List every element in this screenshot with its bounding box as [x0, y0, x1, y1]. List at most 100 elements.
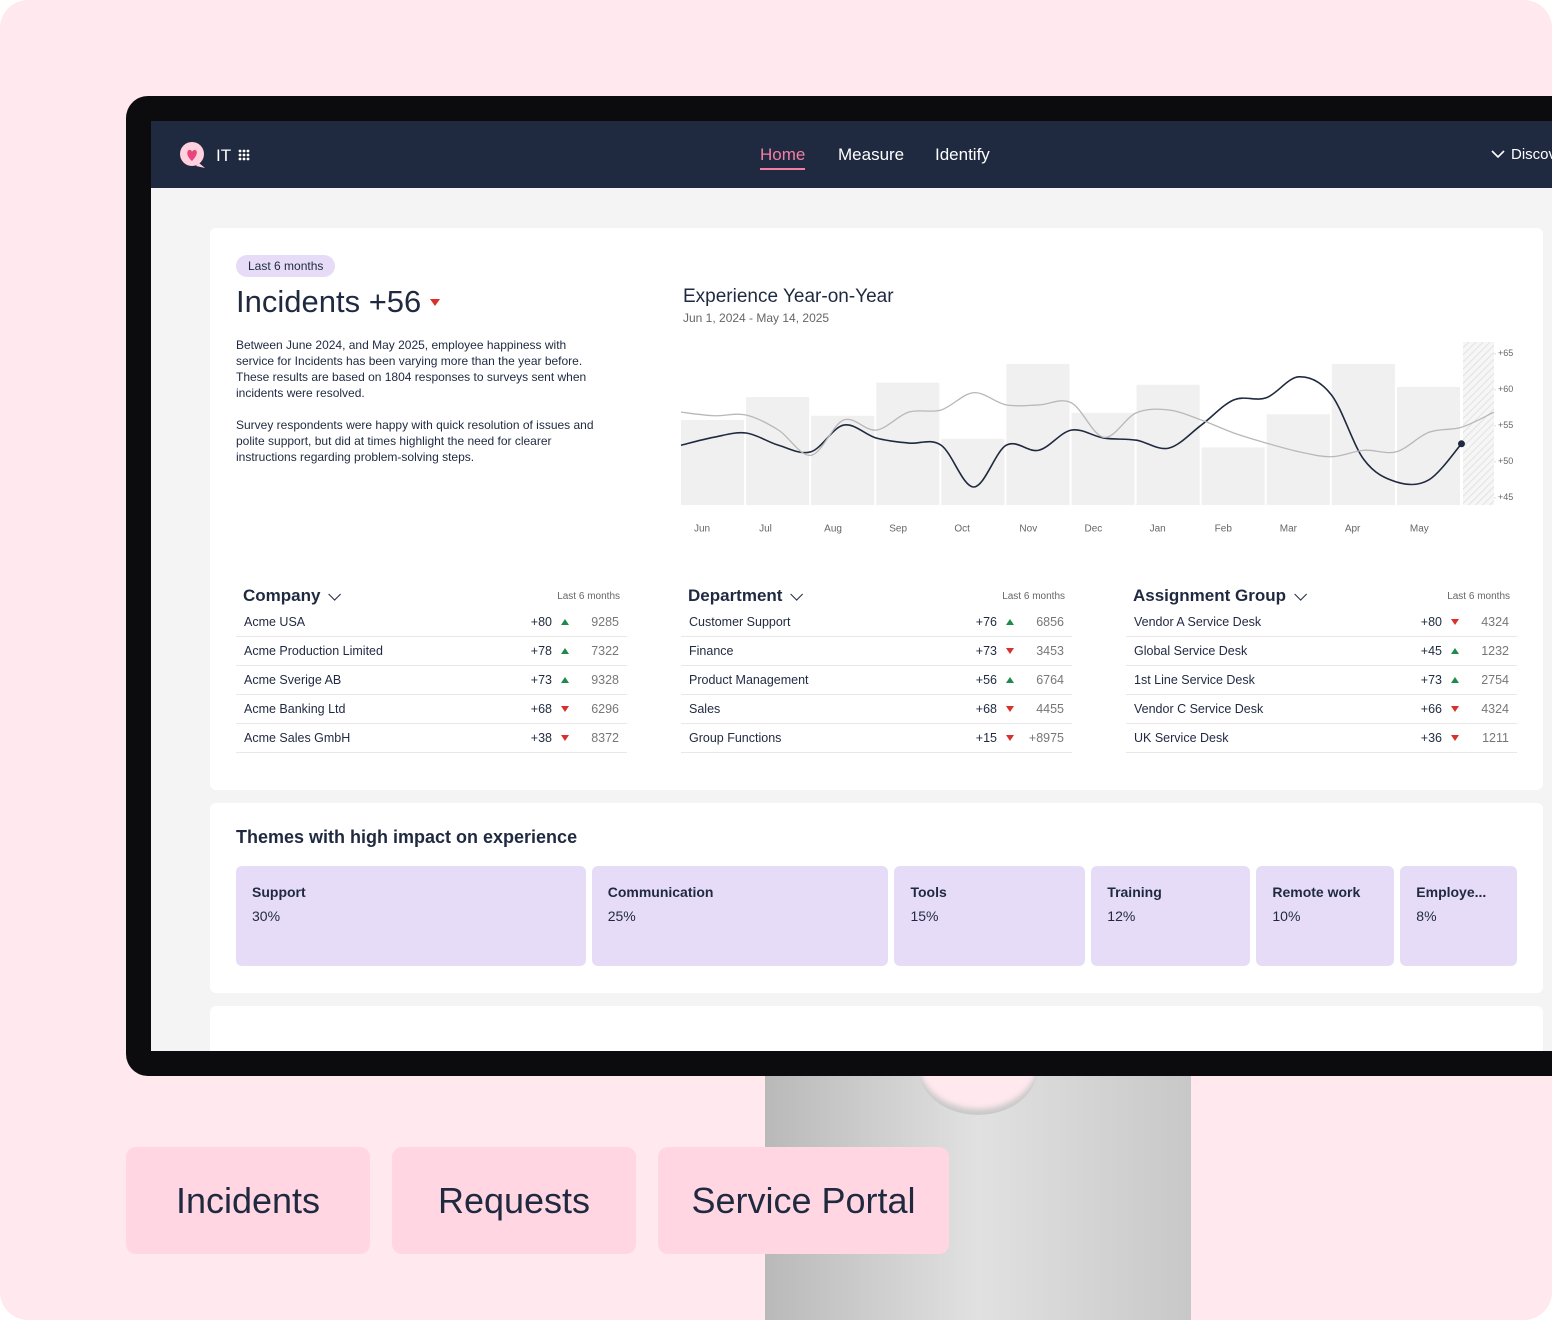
table-row[interactable]: Vendor C Service Desk +66 4324 [1126, 695, 1517, 724]
table-row[interactable]: UK Service Desk +36 1211 [1126, 724, 1517, 753]
bar [746, 397, 810, 505]
bar [1266, 414, 1330, 505]
product-tag[interactable]: Service Portal [658, 1147, 949, 1254]
row-name: Acme USA [244, 615, 306, 629]
row-count: 6856 [1036, 615, 1064, 629]
row-name: Acme Sales GmbH [244, 731, 351, 745]
end-point [1457, 440, 1465, 448]
row-count: 7322 [591, 644, 619, 658]
theme-share: 30% [252, 908, 281, 924]
theme-tile[interactable]: Support 30% [236, 866, 586, 966]
row-score: +38 [530, 731, 552, 745]
table-row[interactable]: Acme Production Limited +78 7322 [236, 637, 627, 666]
table-header: Assignment Group Last 6 months [1126, 584, 1517, 608]
nav-link[interactable]: Identify [935, 145, 990, 164]
nav-link[interactable]: Home [760, 145, 806, 170]
trend-arrow [1006, 735, 1014, 741]
row-name: Vendor C Service Desk [1134, 702, 1264, 716]
bar [876, 382, 940, 505]
overview-card: Last 6 months Incidents +56 Between June… [210, 228, 1543, 790]
apps-icon[interactable] [238, 149, 250, 161]
table-period: Last 6 months [1447, 590, 1510, 602]
table-period: Last 6 months [557, 590, 620, 602]
table-title[interactable]: Assignment Group [1133, 586, 1287, 605]
theme-tile[interactable]: Remote work 10% [1256, 866, 1395, 966]
chart-subtitle: Jun 1, 2024 - May 14, 2025 [683, 311, 829, 325]
trend-arrow [561, 677, 569, 683]
trend-arrow [1006, 706, 1014, 712]
product-tag[interactable]: Requests [392, 1147, 636, 1254]
table-row[interactable]: Acme Sales GmbH +38 8372 [236, 724, 627, 753]
screen: IT Discov Home Measure Identify Last 6 mon… [151, 121, 1552, 1051]
logo[interactable] [179, 141, 207, 169]
row-count: 6296 [591, 702, 619, 716]
bar [941, 438, 1005, 505]
nav-link[interactable]: Measure [838, 145, 905, 164]
trend-arrow [1451, 735, 1459, 741]
row-count: +8975 [1028, 731, 1064, 745]
table-row[interactable]: Finance +73 3453 [681, 637, 1072, 666]
row-count: 2754 [1481, 673, 1509, 687]
row-count: 4455 [1036, 702, 1064, 716]
table-row[interactable]: Vendor A Service Desk +80 4324 [1126, 608, 1517, 637]
table-title[interactable]: Company [243, 586, 321, 605]
theme-tile[interactable]: Tools 15% [894, 866, 1086, 966]
row-count: 4324 [1481, 702, 1509, 716]
product-tag[interactable]: Incidents [126, 1147, 370, 1254]
row-count: 1211 [1482, 731, 1509, 745]
table-row[interactable]: Product Management +56 6764 [681, 666, 1072, 695]
trend-arrow [1451, 706, 1459, 712]
row-name: Acme Banking Ltd [244, 702, 346, 716]
table-row[interactable]: Global Service Desk +45 1232 [1126, 637, 1517, 666]
paragraph: Between June 2024, and May 2025, employe… [236, 338, 587, 400]
line-series [680, 392, 1495, 458]
theme-tile[interactable]: Communication 25% [591, 866, 889, 966]
trend-arrow [1006, 648, 1014, 654]
row-count: 9285 [591, 615, 619, 629]
period-badge[interactable]: Last 6 months [236, 255, 336, 277]
trend-arrow [1451, 619, 1459, 625]
theme-tile[interactable]: Training 12% [1091, 866, 1251, 966]
row-score: +73 [530, 673, 552, 687]
row-score: +68 [530, 702, 552, 716]
trend-arrow [430, 298, 441, 306]
table-row[interactable]: Sales +68 4455 [681, 695, 1072, 724]
table-title[interactable]: Department [688, 586, 783, 605]
x-tick-label: Jul [759, 524, 772, 535]
table-row[interactable]: Acme Sverige AB +73 9328 [236, 666, 627, 695]
theme-share: 12% [1107, 908, 1136, 924]
partial-period-hatch [1463, 342, 1494, 505]
x-tick-label: Jan [1150, 524, 1166, 535]
row-score: +73 [975, 644, 997, 658]
theme-share: 10% [1272, 908, 1301, 924]
row-score: +56 [975, 673, 997, 687]
trend-arrow [1451, 677, 1459, 683]
x-tick-label: Mar [1280, 524, 1298, 535]
theme-share: 15% [910, 908, 939, 924]
theme-share: 25% [607, 908, 636, 924]
table-row[interactable]: Customer Support +76 6856 [681, 608, 1072, 637]
discover-menu[interactable]: Discov [1511, 146, 1552, 163]
row-score: +36 [1420, 731, 1442, 745]
row-name: Customer Support [689, 615, 791, 629]
row-score: +80 [530, 615, 552, 629]
bar [1136, 384, 1200, 505]
row-score: +76 [975, 615, 997, 629]
row-name: 1st Line Service Desk [1134, 673, 1255, 687]
summary-title: Incidents +56 [236, 284, 422, 319]
bar [1071, 412, 1135, 505]
table-row[interactable]: Acme Banking Ltd +68 6296 [236, 695, 627, 724]
table-row[interactable]: 1st Line Service Desk +73 2754 [1126, 666, 1517, 695]
themes-title: Themes with high impact on experience [236, 827, 578, 847]
table-row[interactable]: Group Functions +15 +8975 [681, 724, 1072, 753]
breakdown-table: Department Last 6 months Customer Support +… [681, 584, 1072, 753]
table-row[interactable]: Acme USA +80 9285 [236, 608, 627, 637]
y-tick-label: +65 [1498, 348, 1513, 358]
row-count: 3453 [1036, 644, 1064, 658]
row-score: +73 [1420, 673, 1442, 687]
x-tick-label: Oct [954, 524, 970, 535]
theme-tile[interactable]: Employe... 8% [1400, 866, 1517, 966]
summary-text: Between June 2024, and May 2025, employe… [236, 337, 598, 481]
x-tick-label: Sep [889, 524, 907, 535]
